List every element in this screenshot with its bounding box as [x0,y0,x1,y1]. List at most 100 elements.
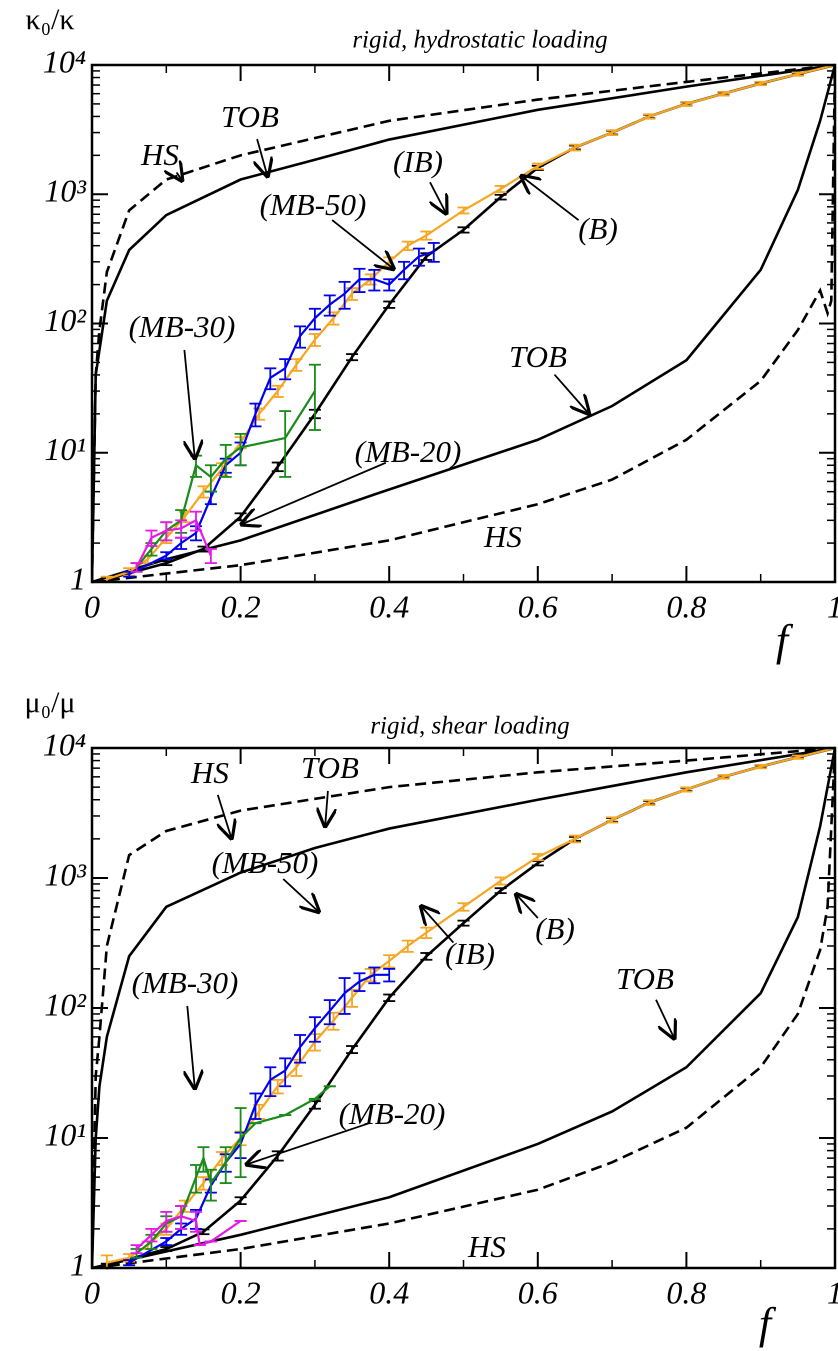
error-bar [754,80,767,87]
error-bar [412,247,425,267]
x-tick-label: 0.2 [221,588,261,624]
error-bar [271,1078,284,1095]
error-bar [568,143,581,152]
error-bar [219,444,232,478]
annotation: (B) [535,911,575,946]
error-bar [531,860,544,867]
error-bar [680,786,693,793]
series-line [135,390,316,568]
series-line [135,518,212,568]
annotation: (MB-20) [339,1096,446,1131]
series-line [92,746,835,1269]
series-group [92,63,835,584]
error-bar [383,993,396,1002]
error-bar [494,193,507,201]
y-tick-label: 10⁴ [43,43,86,79]
series-line [92,746,835,1269]
error-bar [175,1205,188,1230]
x-tick-label: 0.4 [369,588,409,624]
error-bar [279,410,292,478]
error-bar [234,1107,247,1179]
error-bar [420,952,433,961]
y-axis-label: κ₀/κ [25,3,74,36]
error-bar [606,816,619,824]
error-bar [271,461,284,473]
x-tick-label: 0.2 [221,1274,261,1310]
annotation-arrow [282,878,320,913]
error-bar [308,307,321,331]
error-bar [264,367,277,391]
annotation-arrow [245,1122,370,1165]
error-bar [401,240,414,251]
annotation-arrow [325,790,328,828]
x-tick-label: 0 [84,1274,100,1310]
annotation-arrow [553,373,590,415]
error-bar [427,242,440,263]
annotation-arrow [515,893,539,919]
x-tick-label: 0 [84,588,100,624]
annotation: HS [140,137,179,172]
error-bar [160,521,173,542]
annotation-arrow [257,138,268,178]
y-tick-label: 1 [70,1246,86,1282]
error-bar [204,548,217,565]
error-bar [264,1066,277,1098]
annotation-arrow [187,1005,195,1090]
annotation: (IB) [393,144,443,179]
error-bar [204,1168,217,1202]
error-bar [271,1150,284,1162]
annotation: HS [190,755,229,790]
y-tick-label: 10⁴ [43,726,86,762]
series-line [92,747,835,1270]
annotation-arrow [420,905,455,944]
error-bar [353,972,366,992]
error-bar [494,185,507,193]
series-line [92,63,835,583]
error-bar [680,101,693,107]
error-bar [323,999,336,1026]
error-bar [383,300,396,309]
error-bar [346,1045,359,1054]
error-bar [420,230,433,241]
error-bar [145,529,158,547]
error-bar [420,926,433,939]
y-axis-label: μ₀/μ [25,686,76,719]
error-bar [494,876,507,886]
annotation: (B) [578,211,618,246]
annotation: TOB [509,339,567,374]
error-bar [145,1227,158,1243]
error-bar [234,1196,247,1206]
error-bar [791,754,804,760]
error-bar [160,1237,173,1247]
annotation: (MB-30) [129,309,236,344]
annotation-arrow [655,999,675,1040]
error-bar [219,1146,232,1184]
error-bar [160,1246,173,1252]
error-bar [130,562,143,573]
x-tick-label: 0.6 [518,1274,558,1310]
x-tick-label: 0.8 [666,1274,706,1310]
error-bar [323,294,336,317]
error-bar [531,162,544,170]
error-bar [249,1092,262,1120]
y-tick-label: 10¹ [44,1116,86,1152]
error-bar [160,560,173,567]
annotation: (MB-50) [212,845,319,880]
error-bar [494,887,507,895]
error-bar [197,485,210,499]
annotation-arrow [520,175,580,221]
annotation-arrow [218,794,232,840]
error-bar [123,1259,136,1267]
series-group [92,746,835,1270]
error-bar [308,1016,321,1043]
error-bar [279,358,292,381]
error-bar [398,260,411,281]
error-bar [457,206,470,215]
error-bar [175,519,188,539]
annotation: TOB [221,99,279,134]
series-line [92,64,835,584]
annotation: (MB-20) [355,434,462,469]
annotation: HS [483,519,522,554]
chart-title: rigid, shear loading [370,713,569,740]
